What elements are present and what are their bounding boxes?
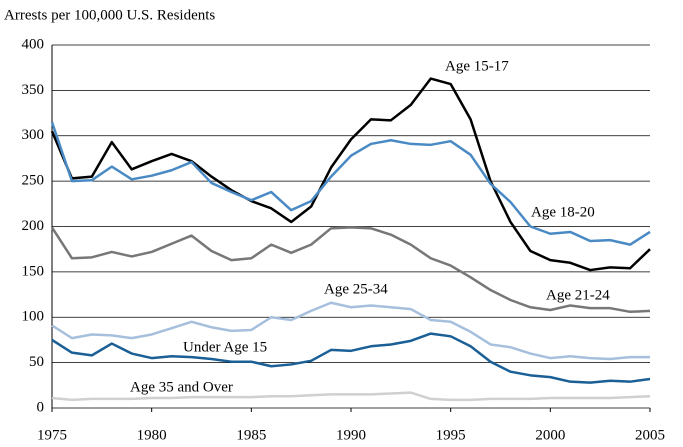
x-tick-label: 1975 (37, 427, 67, 443)
y-tick-label: 200 (22, 218, 45, 234)
series-label: Age 21-24 (546, 287, 610, 303)
x-tick-label: 2005 (635, 427, 665, 443)
x-tick-label: 1985 (236, 427, 266, 443)
y-tick-label: 250 (22, 173, 45, 189)
series-label: Age 25-34 (324, 281, 388, 297)
series-line (50, 226, 651, 314)
x-tick-label: 1990 (336, 427, 366, 443)
y-tick-label: 50 (29, 354, 44, 370)
series-line (50, 121, 651, 246)
x-tick-label: 1995 (436, 427, 466, 443)
chart-title: Arrests per 100,000 U.S. Residents (4, 7, 215, 23)
x-tick-label: 2000 (535, 427, 565, 443)
y-tick-label: 150 (22, 263, 45, 279)
series-line (51, 332, 651, 384)
y-tick-label: 350 (22, 82, 45, 98)
series-label: Age 15-17 (445, 58, 509, 74)
x-tick-label: 1980 (137, 427, 167, 443)
series-line (50, 77, 651, 272)
y-tick-label: 300 (22, 127, 45, 143)
series-label: Age 18-20 (531, 204, 595, 220)
series-line (51, 301, 650, 361)
y-tick-label: 0 (37, 399, 45, 415)
series-label: Age 35 and Over (130, 379, 233, 395)
y-tick-label: 100 (22, 309, 45, 325)
series-label: Under Age 15 (183, 339, 267, 355)
y-tick-label: 400 (22, 36, 45, 52)
series-line (51, 391, 651, 402)
